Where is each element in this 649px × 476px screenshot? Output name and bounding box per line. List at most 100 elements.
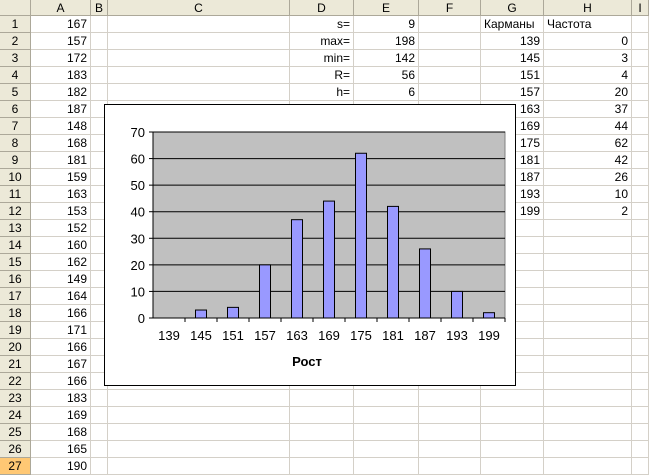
cell-i13[interactable] — [632, 220, 649, 237]
row-header-15[interactable]: 15 — [0, 254, 31, 271]
height-value-cell[interactable]: 166 — [31, 305, 91, 322]
height-value-cell[interactable]: 181 — [31, 152, 91, 169]
stat-value-cell[interactable]: 56 — [354, 67, 419, 84]
cell-c25[interactable] — [108, 424, 290, 441]
cell-g23[interactable] — [481, 390, 544, 407]
row-header-1[interactable]: 1 — [0, 16, 31, 33]
cell-c5[interactable] — [108, 84, 290, 101]
row-header-20[interactable]: 20 — [0, 339, 31, 356]
row-header-21[interactable]: 21 — [0, 356, 31, 373]
stat-label-cell[interactable]: R= — [290, 67, 354, 84]
height-value-cell[interactable]: 163 — [31, 186, 91, 203]
height-value-cell[interactable]: 190 — [31, 458, 91, 475]
row-header-6[interactable]: 6 — [0, 101, 31, 118]
row-header-26[interactable]: 26 — [0, 441, 31, 458]
cell-i23[interactable] — [632, 390, 649, 407]
bin-cell[interactable]: 139 — [481, 33, 544, 50]
cell-f3[interactable] — [419, 50, 481, 67]
cell-i19[interactable] — [632, 322, 649, 339]
cell-e23[interactable] — [354, 390, 419, 407]
cell-c27[interactable] — [108, 458, 290, 475]
height-value-cell[interactable]: 169 — [31, 407, 91, 424]
frequency-cell[interactable]: 2 — [544, 203, 632, 220]
height-value-cell[interactable]: 168 — [31, 424, 91, 441]
cell-i1[interactable] — [632, 16, 649, 33]
row-header-12[interactable]: 12 — [0, 203, 31, 220]
height-value-cell[interactable]: 183 — [31, 390, 91, 407]
row-header-7[interactable]: 7 — [0, 118, 31, 135]
select-all-corner[interactable] — [0, 0, 31, 16]
row-header-5[interactable]: 5 — [0, 84, 31, 101]
cell-h26[interactable] — [544, 441, 632, 458]
cell-i15[interactable] — [632, 254, 649, 271]
cell-i6[interactable] — [632, 101, 649, 118]
cell-h18[interactable] — [544, 305, 632, 322]
cell-h22[interactable] — [544, 373, 632, 390]
height-value-cell[interactable]: 187 — [31, 101, 91, 118]
cell-i20[interactable] — [632, 339, 649, 356]
cell-h25[interactable] — [544, 424, 632, 441]
cell-h17[interactable] — [544, 288, 632, 305]
frequency-cell[interactable]: 37 — [544, 101, 632, 118]
cell-b4[interactable] — [91, 67, 108, 84]
row-header-2[interactable]: 2 — [0, 33, 31, 50]
cell-d27[interactable] — [290, 458, 354, 475]
cell-f25[interactable] — [419, 424, 481, 441]
stat-label-cell[interactable]: s= — [290, 16, 354, 33]
frequency-cell[interactable]: 62 — [544, 135, 632, 152]
histogram-chart[interactable]: 0 10 20 30 40 50 60 70 139 145 151 157 163 169 175 181 1… — [104, 104, 516, 386]
row-header-23[interactable]: 23 — [0, 390, 31, 407]
cell-i26[interactable] — [632, 441, 649, 458]
cell-f1[interactable] — [419, 16, 481, 33]
row-header-18[interactable]: 18 — [0, 305, 31, 322]
cell-b26[interactable] — [91, 441, 108, 458]
cell-b24[interactable] — [91, 407, 108, 424]
row-header-4[interactable]: 4 — [0, 67, 31, 84]
cell-h15[interactable] — [544, 254, 632, 271]
height-value-cell[interactable]: 171 — [31, 322, 91, 339]
cell-e24[interactable] — [354, 407, 419, 424]
height-value-cell[interactable]: 166 — [31, 373, 91, 390]
frequency-cell[interactable]: 3 — [544, 50, 632, 67]
column-header-a[interactable]: A — [31, 0, 91, 16]
cell-f27[interactable] — [419, 458, 481, 475]
row-header-25[interactable]: 25 — [0, 424, 31, 441]
row-header-10[interactable]: 10 — [0, 169, 31, 186]
stat-value-cell[interactable]: 6 — [354, 84, 419, 101]
frequency-cell[interactable]: 26 — [544, 169, 632, 186]
cell-c26[interactable] — [108, 441, 290, 458]
height-value-cell[interactable]: 153 — [31, 203, 91, 220]
height-value-cell[interactable]: 167 — [31, 356, 91, 373]
cell-g25[interactable] — [481, 424, 544, 441]
column-header-c[interactable]: C — [108, 0, 290, 16]
cell-i12[interactable] — [632, 203, 649, 220]
stat-label-cell[interactable]: min= — [290, 50, 354, 67]
cell-c3[interactable] — [108, 50, 290, 67]
cell-i21[interactable] — [632, 356, 649, 373]
row-header-14[interactable]: 14 — [0, 237, 31, 254]
cell-i10[interactable] — [632, 169, 649, 186]
frequency-cell[interactable]: 10 — [544, 186, 632, 203]
bin-cell[interactable]: 151 — [481, 67, 544, 84]
cell-g22[interactable] — [481, 373, 544, 390]
cell-e27[interactable] — [354, 458, 419, 475]
row-header-3[interactable]: 3 — [0, 50, 31, 67]
height-value-cell[interactable]: 157 — [31, 33, 91, 50]
cell-i3[interactable] — [632, 50, 649, 67]
cell-f26[interactable] — [419, 441, 481, 458]
cell-i14[interactable] — [632, 237, 649, 254]
cell-c4[interactable] — [108, 67, 290, 84]
cell-i9[interactable] — [632, 152, 649, 169]
cell-d26[interactable] — [290, 441, 354, 458]
stat-label-cell[interactable]: h= — [290, 84, 354, 101]
column-header-b[interactable]: B — [91, 0, 108, 16]
cell-f4[interactable] — [419, 67, 481, 84]
cell-i22[interactable] — [632, 373, 649, 390]
height-value-cell[interactable]: 183 — [31, 67, 91, 84]
cell-h13[interactable] — [544, 220, 632, 237]
stat-value-cell[interactable]: 198 — [354, 33, 419, 50]
cell-i11[interactable] — [632, 186, 649, 203]
cell-b23[interactable] — [91, 390, 108, 407]
height-value-cell[interactable]: 166 — [31, 339, 91, 356]
cell-b25[interactable] — [91, 424, 108, 441]
